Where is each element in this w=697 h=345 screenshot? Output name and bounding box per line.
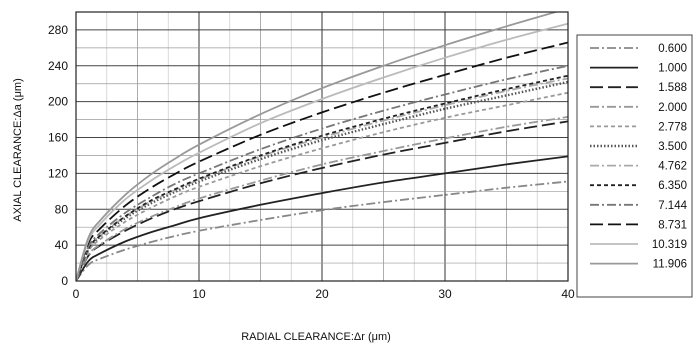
y-tick-label: 40: [55, 238, 69, 252]
legend-label: 0.600: [658, 43, 687, 55]
grid: [75, 11, 569, 282]
y-tick-label: 160: [48, 131, 68, 145]
legend-label: 1.000: [658, 63, 687, 75]
series-line-6.350: [76, 74, 568, 281]
legend-label: 2.778: [658, 121, 687, 133]
y-tick-label: 200: [48, 95, 68, 109]
legend-label: 2.000: [658, 102, 687, 114]
x-tick-label: 40: [561, 287, 575, 301]
x-tick-label: 30: [438, 287, 452, 301]
legend-label: 8.731: [658, 219, 687, 231]
y-tick-label: 120: [48, 166, 68, 180]
legend-label: 6.350: [658, 180, 687, 192]
series-line-2.778: [76, 91, 568, 281]
plot-frame: [75, 11, 569, 282]
series-group: [76, 12, 568, 281]
legend-label: 4.762: [658, 161, 687, 173]
x-tick-label: 0: [73, 287, 80, 301]
series-line-11.906: [76, 12, 559, 281]
y-tick-label: 240: [48, 59, 68, 73]
y-tick-labels: 0 40 80 120 160 200 240 280: [48, 23, 68, 288]
legend-label: 11.906: [653, 259, 687, 271]
legend-label: 10.319: [652, 239, 687, 251]
series-line-3.500: [76, 80, 568, 281]
y-tick-label: 80: [55, 202, 69, 216]
legend-label: 1.588: [658, 82, 687, 94]
legend-label: 7.144: [658, 200, 687, 212]
series-line-1.588: [76, 120, 568, 281]
y-tick-label: 280: [48, 23, 68, 37]
x-axis-title: RADIAL CLEARANCE:Δr (μm): [241, 331, 391, 343]
x-tick-label: 20: [315, 287, 329, 301]
series-line-1.000: [76, 155, 568, 281]
legend: 0.600 1.000 1.588 2.000 2.778 3.500 4.762 6.350…: [590, 43, 688, 271]
y-tick-label: 0: [61, 274, 68, 288]
series-line-8.731: [76, 41, 568, 281]
series-line-10.319: [76, 22, 568, 281]
series-line-0.600: [76, 180, 568, 281]
x-tick-labels: 0 10 20 30 40: [73, 287, 575, 301]
y-axis-title: AXIAL CLEARANCE:Δa (μm): [12, 78, 24, 221]
legend-label: 3.500: [658, 141, 687, 153]
series-line-7.144: [76, 64, 568, 281]
x-tick-label: 10: [192, 287, 206, 301]
series-line-2.000: [76, 116, 568, 281]
